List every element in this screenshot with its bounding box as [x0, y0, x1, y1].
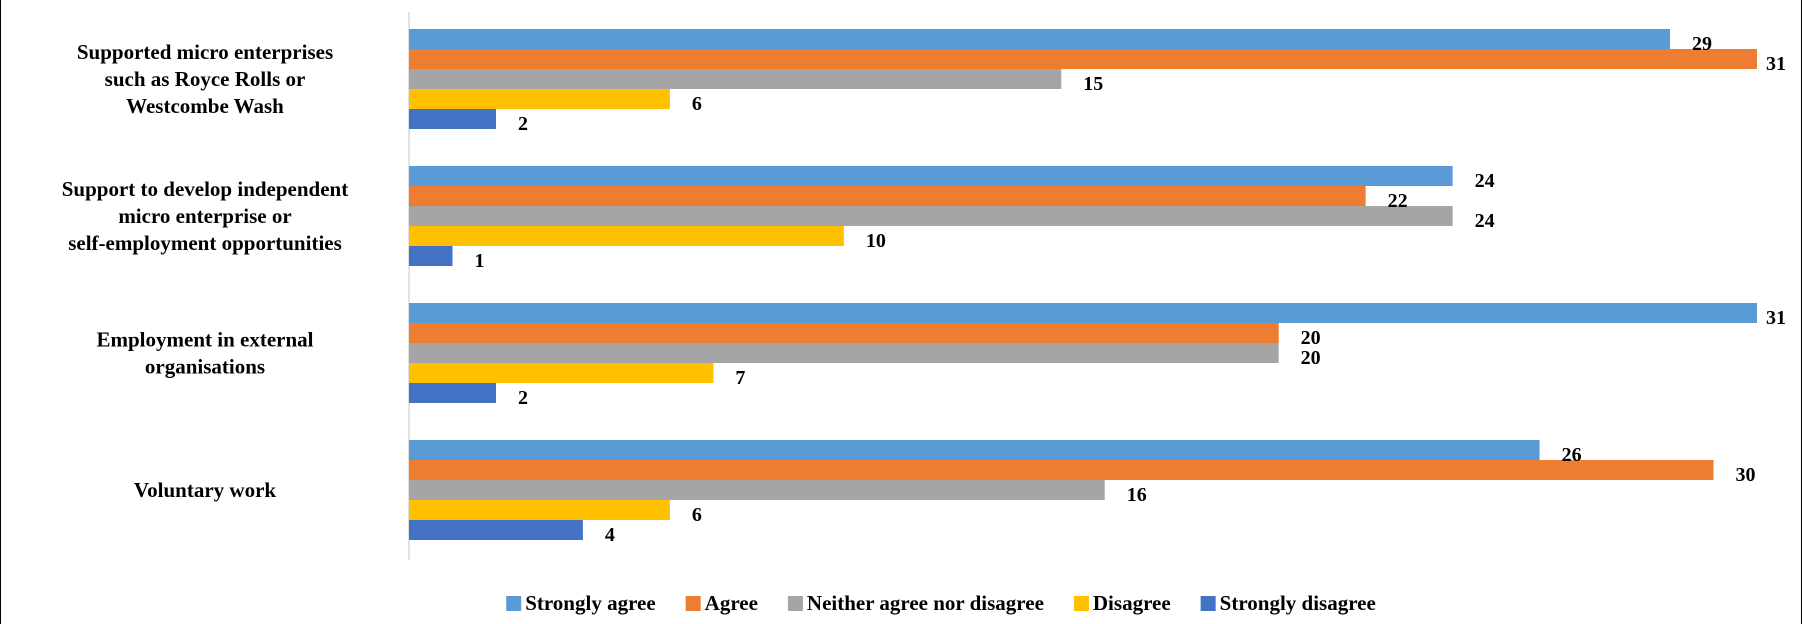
data-label-strongly-disagree-4: 4 — [605, 524, 615, 546]
bar-agree-3 — [409, 323, 1279, 343]
legend-label-neither-agree-nor-disagree: Neither agree nor disagree — [807, 591, 1044, 615]
legend-item-neither-agree-nor-disagree: Neither agree nor disagree — [787, 591, 1044, 615]
legend: Strongly agree Agree Neither agree nor dis… — [506, 591, 1376, 615]
bar-strongly-disagree-2 — [409, 246, 453, 266]
category-labels-layer: Supported micro enterprises such as Royce… — [62, 40, 348, 502]
bar-disagree-3 — [409, 363, 714, 383]
legend-swatch-disagree — [1073, 596, 1089, 611]
legend-swatch-neither-agree-nor-disagree — [787, 596, 803, 611]
legend-item-strongly-agree: Strongly agree — [506, 591, 656, 615]
bar-strongly-agree-3 — [409, 303, 1757, 323]
bar-agree-1 — [409, 49, 1757, 69]
bar-strongly-agree-4 — [409, 440, 1540, 460]
bar-strongly-disagree-3 — [409, 383, 496, 403]
data-label-agree-2: 22 — [1388, 190, 1408, 212]
bar-disagree-1 — [409, 89, 670, 109]
data-label-disagree-2: 10 — [866, 230, 886, 252]
legend-swatch-strongly-agree — [506, 596, 522, 611]
bar-strongly-disagree-4 — [409, 520, 583, 540]
legend-label-disagree: Disagree — [1093, 591, 1171, 615]
data-label-disagree-3: 7 — [735, 367, 745, 389]
legend-label-strongly-agree: Strongly agree — [525, 591, 655, 615]
data-label-disagree-1: 6 — [692, 93, 702, 115]
bar-neither-agree-nor-disagree-2 — [409, 206, 1453, 226]
data-label-neither-agree-nor-disagree-4: 16 — [1127, 484, 1147, 506]
legend-swatch-strongly-disagree — [1200, 596, 1216, 611]
data-label-neither-agree-nor-disagree-2: 24 — [1475, 210, 1495, 232]
category-label-1: Supported micro enterprises such as Royce… — [77, 40, 333, 118]
data-label-strongly-disagree-3: 2 — [518, 387, 528, 409]
bar-agree-2 — [409, 186, 1366, 206]
data-label-strongly-agree-3: 31 — [1766, 307, 1786, 329]
data-label-strongly-agree-1: 29 — [1692, 33, 1712, 55]
data-label-strongly-agree-4: 26 — [1562, 444, 1582, 466]
legend-item-agree: Agree — [685, 591, 758, 615]
bar-strongly-agree-1 — [409, 29, 1671, 49]
data-label-agree-3: 20 — [1301, 327, 1321, 349]
category-label-4: Voluntary work — [134, 478, 276, 502]
data-label-strongly-agree-2: 24 — [1475, 170, 1495, 192]
data-label-disagree-4: 6 — [692, 504, 702, 526]
data-label-strongly-disagree-1: 2 — [518, 113, 528, 135]
data-label-agree-1: 31 — [1766, 53, 1786, 75]
bar-neither-agree-nor-disagree-1 — [409, 69, 1062, 89]
legend-item-disagree: Disagree — [1073, 591, 1171, 615]
bar-neither-agree-nor-disagree-4 — [409, 480, 1105, 500]
bar-agree-4 — [409, 460, 1714, 480]
legend-swatch-agree — [685, 596, 701, 611]
legend-label-strongly-disagree: Strongly disagree — [1220, 591, 1376, 615]
data-label-strongly-disagree-2: 1 — [474, 250, 484, 272]
data-label-agree-4: 30 — [1736, 464, 1756, 486]
bar-disagree-2 — [409, 226, 844, 246]
bar-strongly-disagree-1 — [409, 109, 496, 129]
legend-item-strongly-disagree: Strongly disagree — [1200, 591, 1376, 615]
legend-label-agree: Agree — [705, 591, 758, 615]
bar-neither-agree-nor-disagree-3 — [409, 343, 1279, 363]
bar-strongly-agree-2 — [409, 166, 1453, 186]
data-label-neither-agree-nor-disagree-3: 20 — [1301, 347, 1321, 369]
category-label-3: Employment in external organisations — [97, 328, 314, 379]
data-label-neither-agree-nor-disagree-1: 15 — [1083, 73, 1103, 95]
bars-layer — [409, 29, 1757, 540]
category-label-2: Support to develop independent micro ente… — [62, 177, 348, 255]
bar-disagree-4 — [409, 500, 670, 520]
